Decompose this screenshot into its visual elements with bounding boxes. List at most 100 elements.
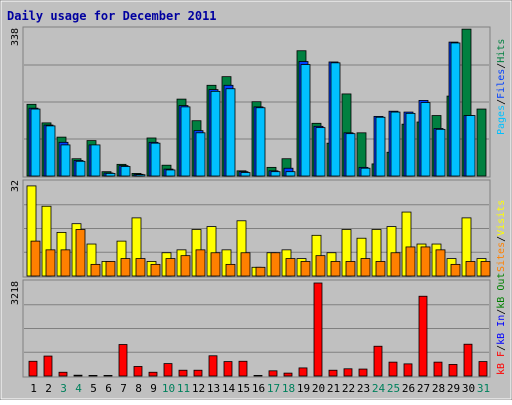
- bar-pages-day-13: [210, 90, 221, 177]
- bar-kb-f-day-21: [328, 369, 338, 377]
- bar-sites-day-20: [315, 255, 326, 277]
- bar-sites-day-2: [45, 249, 56, 277]
- bar-sites-day-21: [330, 261, 341, 277]
- bar-kb-f-day-3: [58, 371, 68, 377]
- bar-sites-day-16: [255, 266, 266, 277]
- bars-middle: [26, 185, 491, 277]
- bar-sites-day-24: [375, 261, 386, 277]
- bar-kb-f-day-5: [88, 375, 98, 377]
- bar-sites-day-27: [420, 246, 431, 277]
- legend-item: Files: [496, 69, 507, 99]
- x-axis-labels: 1 2 3 4 5 6 7 8 9 10 11 12 13 14 15 16 17 18 19 20 21 22 23 24 2…: [30, 382, 490, 395]
- bar-sites-day-9: [150, 263, 161, 277]
- bar-sites-day-8: [135, 258, 146, 277]
- x-tick-label-1: 1: [30, 382, 37, 395]
- legend-item: /: [496, 63, 507, 69]
- y-max-label-bottom: 3218: [10, 281, 21, 305]
- bar-kb-f-day-22: [343, 368, 353, 377]
- bar-pages-day-9: [150, 142, 161, 177]
- bars-bottom: [28, 282, 488, 377]
- legend-item: /: [496, 309, 507, 315]
- legend-item: /: [496, 236, 507, 242]
- bar-pages-day-10: [165, 169, 176, 177]
- legend-item: kB In: [496, 315, 507, 345]
- x-tick-label-15: 15: [237, 382, 250, 395]
- x-tick-label-30: 30: [462, 382, 475, 395]
- bar-kb-f-day-10: [163, 363, 173, 377]
- bar-pages-day-1: [30, 108, 41, 177]
- bar-pages-day-5: [90, 144, 101, 177]
- bar-pages-day-20: [315, 127, 326, 177]
- legend-item: /: [496, 345, 507, 351]
- x-tick-label-12: 12: [192, 382, 205, 395]
- bar-sites-day-12: [195, 249, 206, 277]
- bar-kb-f-day-2: [43, 355, 53, 377]
- x-tick-label-10: 10: [162, 382, 175, 395]
- bar-kb-f-day-26: [403, 363, 413, 377]
- bar-pages-day-27: [420, 102, 431, 177]
- bar-hits-day-31: [476, 108, 487, 177]
- bar-pages-day-3: [60, 144, 71, 177]
- bar-kb-f-day-20: [313, 282, 323, 377]
- bar-kb-f-day-30: [463, 343, 473, 377]
- bar-pages-day-2: [45, 125, 56, 177]
- x-tick-label-19: 19: [297, 382, 310, 395]
- bar-kb-f-day-13: [208, 355, 218, 377]
- x-tick-label-22: 22: [342, 382, 355, 395]
- bar-kb-f-day-18: [283, 372, 293, 377]
- x-tick-label-26: 26: [402, 382, 415, 395]
- bar-pages-day-11: [180, 106, 191, 177]
- x-tick-label-23: 23: [357, 382, 370, 395]
- bar-kb-f-day-9: [148, 371, 158, 377]
- bar-sites-day-6: [105, 261, 116, 277]
- bar-kb-f-day-15: [238, 360, 248, 377]
- bar-kb-f-day-29: [448, 364, 458, 377]
- bar-sites-day-23: [360, 258, 371, 277]
- bar-sites-day-11: [180, 255, 191, 277]
- x-tick-label-8: 8: [135, 382, 142, 395]
- x-tick-label-7: 7: [120, 382, 127, 395]
- y-max-label-top: 338: [10, 28, 21, 46]
- bar-sites-day-30: [465, 261, 476, 277]
- bar-pages-day-26: [405, 112, 416, 177]
- x-tick-label-13: 13: [207, 382, 220, 395]
- x-tick-label-20: 20: [312, 382, 325, 395]
- bar-kb-f-day-8: [133, 366, 143, 377]
- bar-sites-day-26: [405, 246, 416, 277]
- bar-pages-day-18: [285, 171, 296, 177]
- bar-sites-day-25: [390, 252, 401, 277]
- legend-item: Sites: [496, 242, 507, 272]
- legend-top: Pages/Files/Hits: [496, 39, 507, 135]
- legend-item: kB Out: [496, 273, 507, 309]
- bars-top: [26, 28, 487, 177]
- x-tick-label-4: 4: [75, 382, 82, 395]
- bar-sites-day-1: [30, 240, 41, 277]
- bar-kb-f-day-17: [268, 370, 278, 377]
- x-tick-label-9: 9: [150, 382, 157, 395]
- y-max-label-middle: 32: [10, 180, 21, 192]
- legend-item: /: [496, 99, 507, 105]
- x-tick-label-18: 18: [282, 382, 295, 395]
- bar-pages-day-16: [255, 107, 266, 177]
- legend-text: kB F/kB In/kB Out: [496, 273, 507, 375]
- legend-text: Sites/Visits: [496, 200, 507, 272]
- bar-pages-day-28: [435, 128, 446, 177]
- x-tick-label-29: 29: [447, 382, 460, 395]
- legend-middle: Sites/Visits: [496, 200, 507, 272]
- x-tick-label-21: 21: [327, 382, 340, 395]
- bar-pages-day-8: [135, 174, 146, 177]
- bar-kb-f-day-1: [28, 360, 38, 377]
- x-tick-label-27: 27: [417, 382, 430, 395]
- bar-kb-f-day-23: [358, 368, 368, 377]
- bar-pages-day-29: [450, 42, 461, 177]
- legend-item: Visits: [496, 200, 507, 236]
- bar-pages-day-22: [345, 133, 356, 177]
- bar-sites-day-18: [285, 258, 296, 277]
- bar-sites-day-17: [270, 252, 281, 277]
- bar-pages-day-12: [195, 132, 206, 177]
- bar-pages-day-7: [120, 166, 131, 177]
- bar-kb-f-day-4: [73, 374, 83, 377]
- bar-kb-f-day-14: [223, 361, 233, 377]
